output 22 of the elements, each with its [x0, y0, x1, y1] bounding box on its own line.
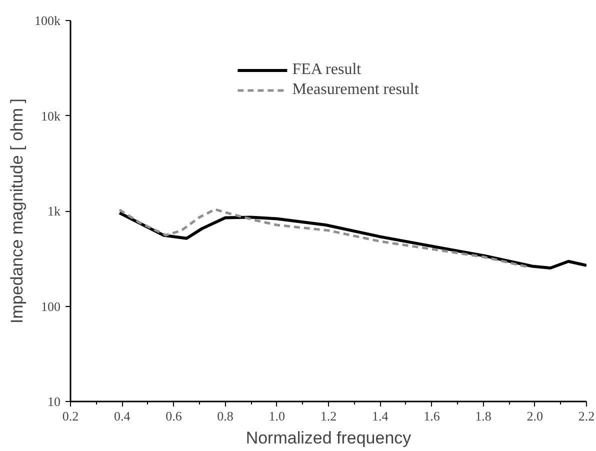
line-series [118, 208, 528, 268]
x-axis-title: Normalized frequency [246, 428, 412, 448]
y-axis-title: Impedance magnitude [ ohm ] [8, 98, 26, 324]
legend-label: FEA result [292, 61, 362, 79]
x-tick-label: 1.6 [424, 408, 440, 424]
legend-label: Measurement result [292, 81, 419, 99]
x-tick-label: 0.8 [217, 408, 234, 424]
line-series [118, 211, 586, 270]
y-tick-label: 10k [41, 108, 61, 124]
x-tick-label: 1.8 [475, 408, 492, 424]
x-tick-label: 0.6 [166, 408, 182, 424]
x-tick-label: 2.0 [526, 408, 544, 424]
y-tick-label: 1k [48, 204, 61, 218]
x-tick-label: 0.4 [114, 408, 131, 424]
x-tick-label: 1.0 [268, 408, 286, 424]
y-tick-label: 100k [34, 13, 61, 28]
x-tick-label: 0.2 [62, 408, 79, 424]
y-tick-label: 10 [48, 394, 60, 409]
x-tick-label: 1.4 [372, 408, 389, 424]
x-tick-label: 2.2 [578, 408, 595, 424]
y-tick-label: 100 [41, 298, 60, 314]
x-tick-label: 1.2 [320, 408, 337, 424]
